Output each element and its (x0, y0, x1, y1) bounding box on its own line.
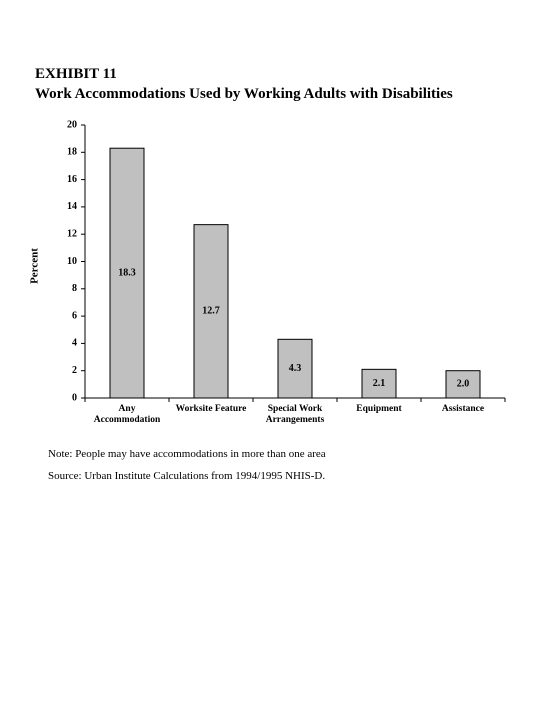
bar (361, 368, 397, 399)
y-tick-label: 18 (67, 147, 77, 158)
data-label: 12.7 (202, 306, 220, 317)
y-tick-label: 14 (67, 201, 77, 212)
bar (277, 338, 313, 399)
y-tick-label: 10 (67, 256, 77, 267)
y-tick-label: 16 (67, 174, 77, 185)
bar (109, 147, 145, 399)
data-label: 4.3 (289, 363, 302, 374)
data-label: 2.0 (457, 379, 470, 390)
exhibit-label: EXHIBIT 11 (35, 66, 117, 82)
chart-title: Work Accommodations Used by Working Adul… (35, 86, 453, 102)
source: Source: Urban Institute Calculations fro… (48, 470, 326, 482)
x-tick-label: Any Accommodation (93, 404, 161, 425)
y-tick-label: 8 (72, 283, 77, 294)
data-label: 2.1 (373, 378, 386, 389)
x-tick-label: Worksite Feature (175, 404, 247, 414)
bar (193, 224, 229, 399)
y-tick-label: 2 (72, 365, 77, 376)
bar (445, 370, 481, 399)
x-tick-label: Equipment (356, 404, 402, 414)
y-tick-label: 4 (72, 338, 77, 349)
y-tick-label: 6 (72, 310, 77, 321)
y-axis-label: Percent (29, 248, 41, 284)
y-tick-label: 20 (67, 119, 77, 130)
x-tick-label: Special Work Arrangements (265, 404, 325, 425)
y-tick-label: 0 (72, 392, 77, 403)
data-label: 18.3 (118, 267, 136, 278)
x-tick-label: Assistance (441, 404, 485, 414)
note: Note: People may have accommodations in … (48, 448, 326, 460)
y-tick-label: 12 (67, 228, 77, 239)
